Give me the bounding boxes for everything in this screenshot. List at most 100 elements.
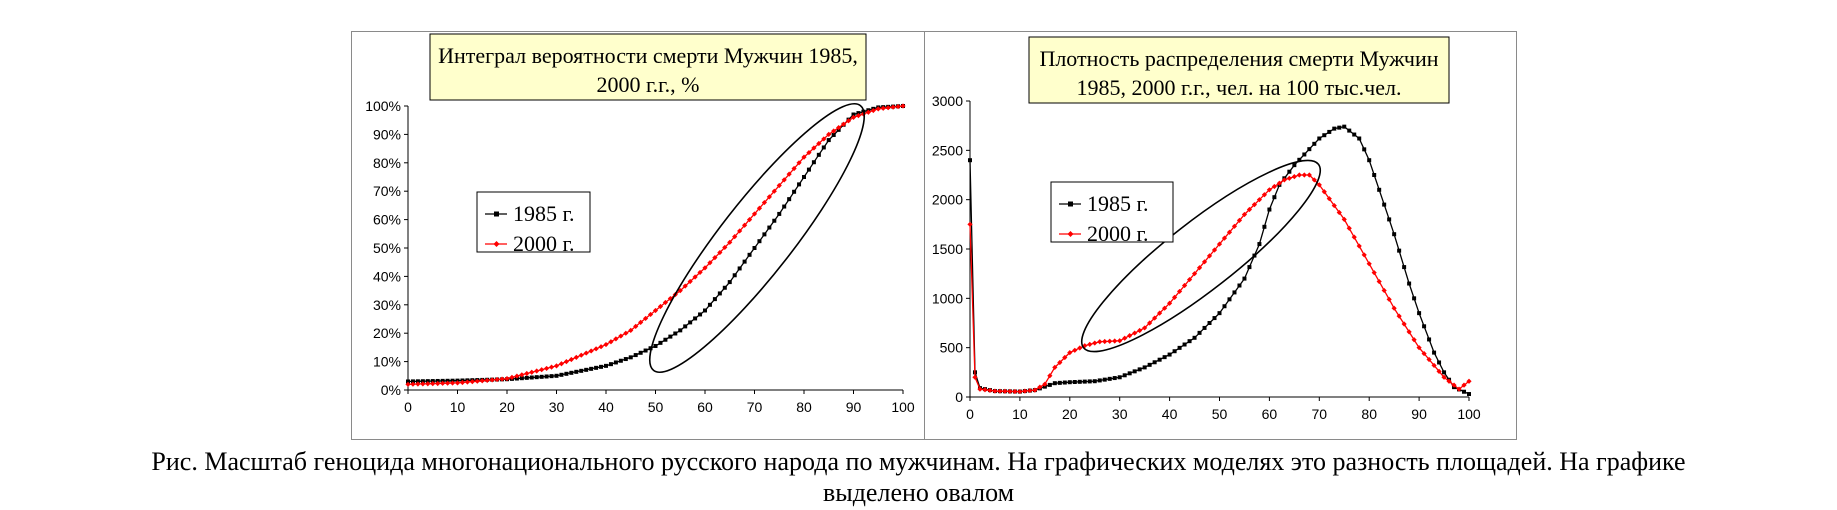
data-point-1985 <box>1267 207 1272 212</box>
data-point-2000 <box>583 350 589 356</box>
x-tick-label: 40 <box>1162 406 1178 422</box>
data-point-2000 <box>967 221 973 227</box>
data-point-2000 <box>1411 337 1417 343</box>
y-tick-label: 1000 <box>932 290 963 306</box>
chart-panel-density: 0 500 1000 1500 2000 2500 3000 0 10 20 30 40 50 60 70 8… <box>924 31 1517 440</box>
x-tick-label: 90 <box>846 399 862 415</box>
x-tick-label: 70 <box>747 399 763 415</box>
data-point-1985 <box>1432 350 1437 355</box>
data-point-1985 <box>777 211 782 216</box>
data-point-2000 <box>1057 359 1063 366</box>
x-tick-label: 20 <box>1062 406 1078 422</box>
data-point-2000 <box>977 386 983 392</box>
legend-swatch-marker <box>493 241 500 247</box>
x-tick-label: 40 <box>598 399 614 415</box>
data-point-2000 <box>1062 354 1068 361</box>
data-point-2000 <box>524 370 530 377</box>
data-point-2000 <box>836 124 842 131</box>
data-point-1985 <box>1317 136 1322 141</box>
data-point-1985 <box>1157 357 1162 362</box>
data-point-1985 <box>1257 242 1262 247</box>
data-point-2000 <box>459 379 466 386</box>
data-point-1985 <box>653 343 658 348</box>
x-tick-label: 100 <box>891 399 915 415</box>
y-tick-label: 10% <box>373 354 401 370</box>
data-point-2000 <box>1017 388 1023 395</box>
data-point-1985 <box>797 182 802 187</box>
data-point-1985 <box>519 376 524 381</box>
data-point-2000 <box>781 177 787 183</box>
data-point-1985 <box>623 357 628 362</box>
data-point-1985 <box>1342 124 1347 129</box>
data-point-2000 <box>1032 387 1038 393</box>
data-point-2000 <box>1042 381 1048 387</box>
data-point-1985 <box>1057 380 1062 385</box>
data-point-1985 <box>1182 342 1187 347</box>
data-point-1985 <box>539 374 544 379</box>
data-point-1985 <box>851 112 856 117</box>
data-point-2000 <box>1092 340 1098 346</box>
data-point-2000 <box>1396 313 1402 319</box>
data-point-1985 <box>1337 125 1342 130</box>
data-point-1985 <box>415 379 420 384</box>
data-point-1985 <box>1077 379 1082 384</box>
data-point-1985 <box>767 225 772 230</box>
data-point-1985 <box>1072 380 1077 385</box>
data-point-1985 <box>1412 296 1417 301</box>
data-point-2000 <box>1446 378 1452 384</box>
chart-title-line-1: Плотность распределения смерти Мужчин <box>1039 46 1438 71</box>
data-point-2000 <box>1117 338 1123 344</box>
data-point-2000 <box>1027 387 1033 394</box>
data-point-1985 <box>1222 304 1227 309</box>
legend-label: 1985 г. <box>1087 191 1149 216</box>
data-point-1985 <box>762 232 767 237</box>
data-point-2000 <box>1426 356 1432 363</box>
data-point-2000 <box>1321 189 1327 195</box>
data-point-2000 <box>766 194 772 200</box>
data-point-2000 <box>529 369 535 375</box>
data-point-2000 <box>410 381 416 387</box>
data-point-2000 <box>870 107 876 114</box>
data-point-2000 <box>1102 338 1108 345</box>
data-point-1985 <box>821 145 826 150</box>
data-point-2000 <box>509 374 515 380</box>
data-point-2000 <box>588 348 594 354</box>
data-point-1985 <box>1362 147 1367 152</box>
data-point-2000 <box>405 381 411 387</box>
data-point-2000 <box>1167 300 1173 306</box>
series-line-0 <box>969 126 1470 395</box>
data-point-2000 <box>1251 202 1258 208</box>
data-point-2000 <box>613 336 619 342</box>
data-point-2000 <box>742 222 748 228</box>
data-point-1985 <box>1352 132 1357 137</box>
data-point-2000 <box>972 374 978 380</box>
data-point-2000 <box>1461 382 1467 388</box>
data-point-2000 <box>633 323 639 329</box>
data-point-1985 <box>1347 128 1352 133</box>
data-point-2000 <box>1376 278 1382 285</box>
data-point-1985 <box>425 379 430 384</box>
data-point-2000 <box>603 341 609 348</box>
data-point-1985 <box>1307 147 1312 152</box>
data-point-2000 <box>1097 339 1103 345</box>
data-point-1985 <box>663 337 668 342</box>
data-point-1985 <box>1417 311 1422 316</box>
data-point-2000 <box>1456 386 1462 392</box>
caption-line-2: выделено овалом <box>822 478 1015 507</box>
data-point-2000 <box>573 354 579 360</box>
y-tick-label: 3000 <box>932 93 963 109</box>
data-point-1985 <box>792 189 797 194</box>
x-tick-label: 50 <box>648 399 664 415</box>
data-point-1985 <box>638 350 643 355</box>
data-point-1985 <box>1287 169 1292 174</box>
chart-title-line-2: 2000 г.г., % <box>597 72 700 97</box>
data-point-1985 <box>722 285 727 290</box>
data-point-2000 <box>737 228 743 234</box>
data-point-2000 <box>598 344 604 350</box>
data-point-2000 <box>1176 288 1183 295</box>
data-point-1985 <box>1237 283 1242 288</box>
data-point-2000 <box>539 367 545 373</box>
y-tick-label: 500 <box>940 340 964 356</box>
data-point-1985 <box>1112 376 1117 381</box>
chart-panel-integral: 0% 10% 20% 30% 40% 50% 60% 70% 80% 90% 100% 0 10 20 30… <box>351 31 925 440</box>
